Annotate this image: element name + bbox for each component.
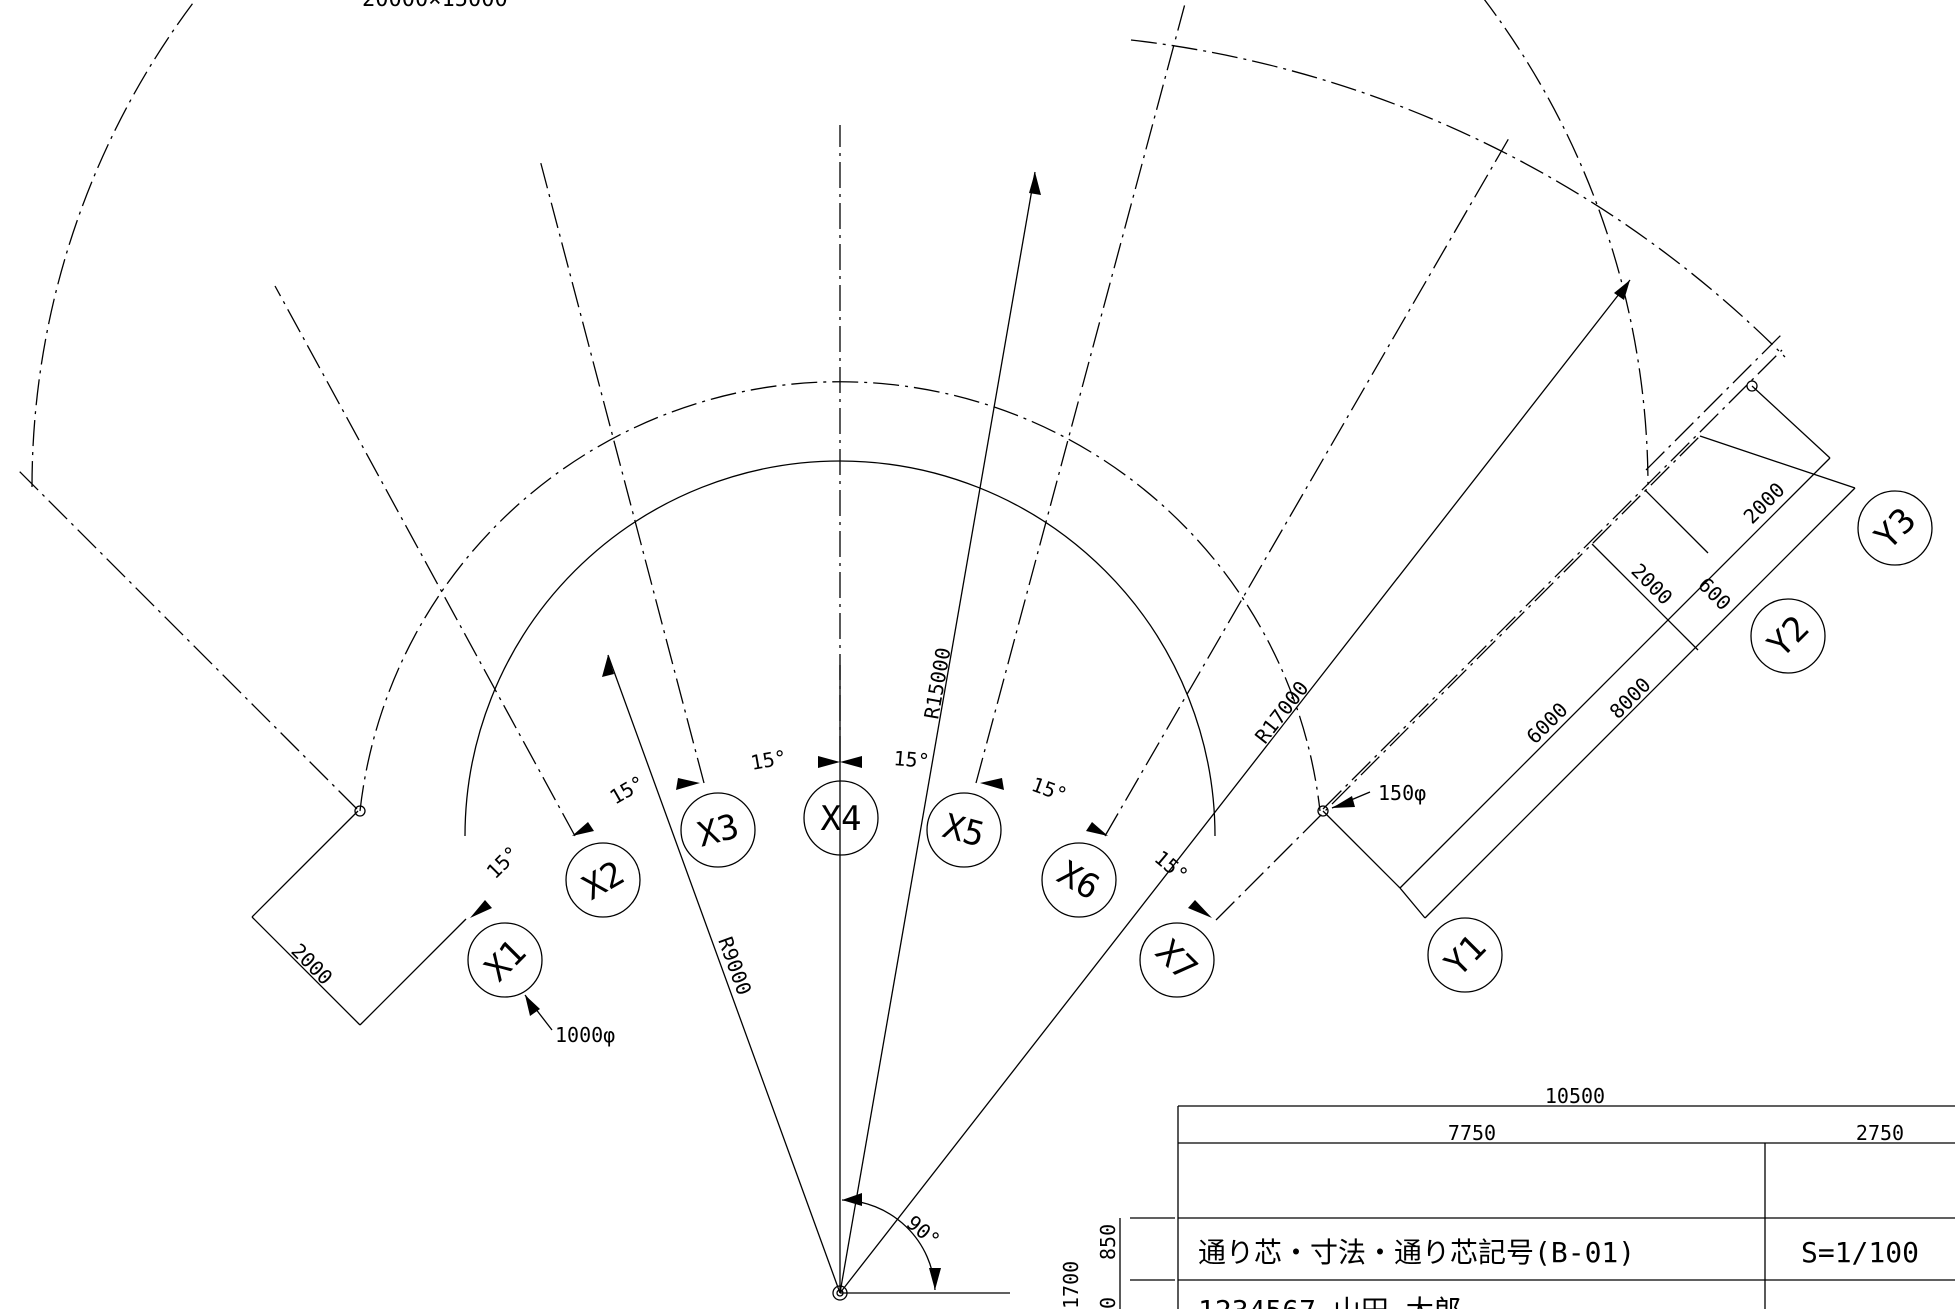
sheet-size-note: 20000×15000	[362, 0, 508, 12]
x-gridlines	[17, 0, 1783, 837]
center-point-inner	[836, 1289, 844, 1297]
leader-r17000	[839, 279, 1631, 1294]
tb-title: 通り芯・寸法・通り芯記号(B-01)	[1198, 1236, 1635, 1269]
arc-outer	[1130, 39, 1786, 358]
radius-leaders	[602, 171, 1631, 1301]
hole-top	[1746, 380, 1758, 392]
svg-text:2000: 2000	[1739, 478, 1790, 529]
svg-text:15°: 15°	[606, 770, 649, 809]
bubble-x7: X7	[1139, 922, 1215, 998]
bubble-x3: X3	[680, 792, 756, 868]
svg-text:15°: 15°	[482, 841, 525, 884]
bubble-x4: X4	[803, 780, 879, 856]
svg-text:15°: 15°	[1150, 845, 1193, 887]
gridline-x5	[975, 0, 1187, 784]
arrow-90-right	[929, 1268, 941, 1290]
arrow-r17000	[1614, 280, 1630, 300]
hole-markers	[354, 380, 1758, 1031]
tb-height-row1: 850	[1096, 1224, 1120, 1260]
center-point	[832, 1285, 848, 1301]
svg-text:15°: 15°	[749, 745, 789, 775]
hole-left	[354, 805, 366, 817]
bubble-x1: X1	[467, 922, 543, 998]
svg-text:150φ: 150φ	[1378, 781, 1426, 805]
svg-text:X5: X5	[939, 806, 989, 855]
gridline-y2	[1215, 435, 1701, 921]
svg-text:8000: 8000	[1605, 673, 1656, 724]
tb-author: 1234567 山田 太郎	[1198, 1294, 1462, 1309]
bubble-x5: X5	[926, 792, 1002, 868]
svg-text:Y3: Y3	[1867, 500, 1924, 557]
tb-width-right: 2750	[1856, 1121, 1904, 1145]
arrow-r9000	[602, 655, 614, 677]
arrow-90-top	[842, 1193, 862, 1206]
left-dimension	[251, 810, 467, 1026]
axis-bubbles: X1 X2 X3 X4 X5 X6 X7 Y1 Y2 Y3	[467, 490, 1933, 998]
gridline-x3	[539, 159, 705, 784]
bubble-x2: X2	[565, 842, 641, 918]
bubble-y1: Y1	[1427, 917, 1503, 993]
radius-labels: R9000 R15000 R17000	[713, 646, 1313, 999]
tb-height-total: 1700	[1059, 1261, 1083, 1309]
svg-text:X3: X3	[693, 806, 743, 855]
gridline-x2	[274, 285, 576, 837]
bubble-y3: Y3	[1857, 490, 1933, 566]
svg-text:2000: 2000	[286, 939, 337, 990]
tb-width-left: 7750	[1448, 1121, 1496, 1145]
arrow-r15000	[1029, 172, 1041, 195]
tb-height-row2: 0	[1096, 1297, 1120, 1309]
gridline-x7	[1322, 349, 1783, 810]
gridline-x6	[1104, 137, 1510, 837]
bubble-y2: Y2	[1750, 598, 1826, 674]
svg-text:R17000: R17000	[1250, 676, 1313, 748]
svg-text:2000: 2000	[1626, 559, 1677, 610]
leader-r15000	[839, 171, 1036, 1294]
svg-text:600: 600	[1693, 573, 1736, 616]
svg-text:Y2: Y2	[1760, 608, 1817, 665]
svg-text:R15000: R15000	[919, 646, 955, 721]
svg-text:15°: 15°	[893, 746, 931, 773]
gridline-x1	[17, 469, 358, 810]
svg-text:X6: X6	[1051, 853, 1106, 908]
leader-r9000	[607, 654, 841, 1294]
angle-arrows	[470, 756, 1212, 918]
svg-text:X7: X7	[1148, 932, 1205, 989]
svg-text:R9000: R9000	[713, 934, 756, 999]
title-block: 10500 7750 2750 1700 850 0 通り芯・寸法・通り芯記号(…	[1059, 1084, 1955, 1309]
svg-text:Y1: Y1	[1437, 927, 1494, 984]
tb-scale: S=1/100	[1801, 1236, 1919, 1269]
svg-text:X2: X2	[576, 853, 631, 908]
right-dimensions	[1322, 385, 1856, 919]
svg-text:15°: 15°	[1028, 772, 1070, 807]
svg-text:90°: 90°	[902, 1210, 945, 1252]
svg-text:X1: X1	[477, 932, 534, 989]
hole-right	[1317, 805, 1329, 817]
tb-width-total: 10500	[1545, 1084, 1605, 1108]
bubble-x6: X6	[1041, 842, 1117, 918]
svg-text:1000φ: 1000φ	[555, 1023, 615, 1047]
svg-text:X4: X4	[821, 799, 862, 839]
y-gridlines	[1215, 333, 1783, 921]
gridline-y3	[1645, 333, 1783, 471]
